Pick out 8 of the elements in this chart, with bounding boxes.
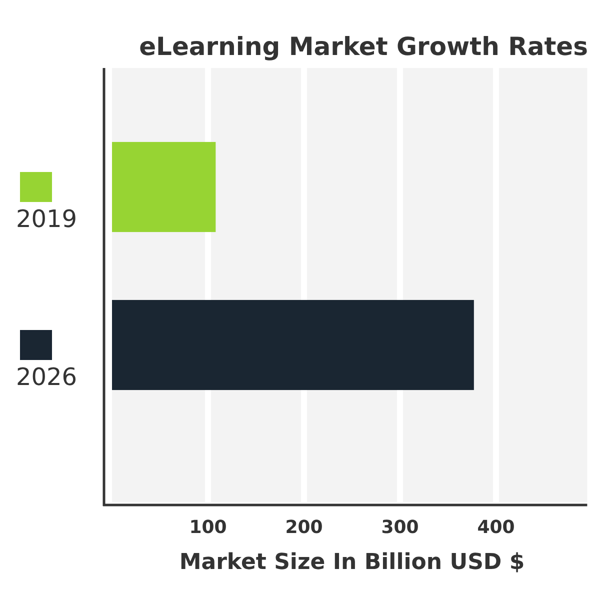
y-tick-label: 2026: [16, 363, 78, 391]
x-tick-label: 400: [477, 517, 515, 538]
x-tick-label: 200: [285, 517, 323, 538]
x-tick-label: 100: [189, 517, 227, 538]
y-tick-label: 2019: [16, 205, 78, 233]
chart-title: eLearning Market Growth Rates: [139, 32, 588, 61]
x-axis-title: Market Size In Billion USD $: [179, 550, 525, 575]
x-tick-label: 300: [381, 517, 419, 538]
